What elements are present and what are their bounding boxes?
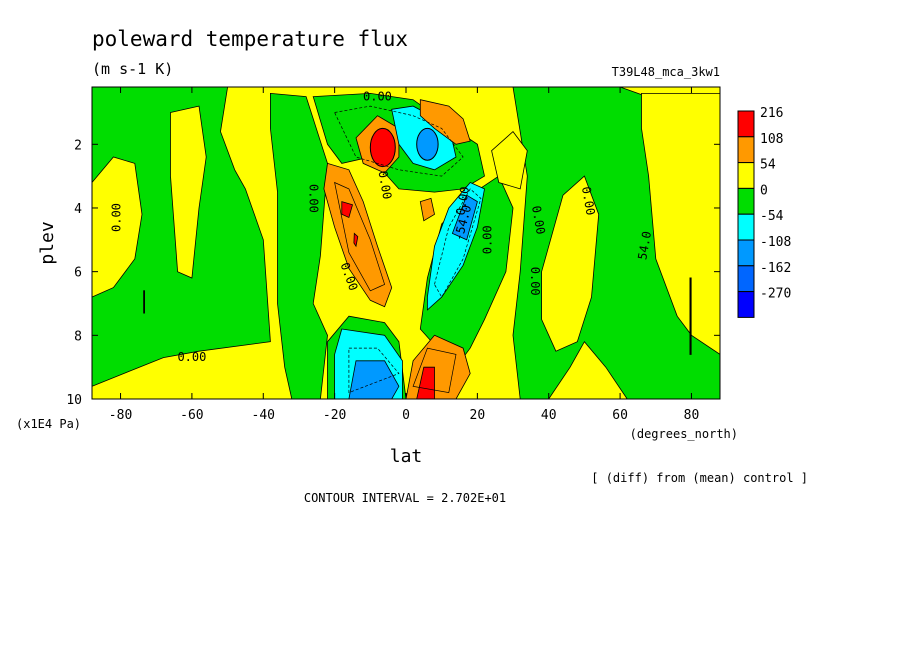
colorbar-swatch [737, 213, 755, 241]
contour-label: 0.00 [579, 185, 598, 216]
contour-label: 0.00 [376, 170, 395, 201]
region-negative-subtropics-sh [270, 92, 328, 399]
region-blue-nh-tilted [451, 194, 478, 241]
x-tick-label: -60 [180, 408, 203, 423]
x-tick-label: 80 [684, 408, 700, 423]
x-tick-label: 0 [402, 408, 410, 423]
contour-vertical-west [143, 290, 145, 314]
contour-label: 0.00 [110, 203, 124, 232]
contour-label: 0.00 [307, 184, 321, 213]
contour-label: 0.00 [528, 267, 542, 296]
chart-title: poleward temperature flux [92, 27, 408, 51]
x-tick-label: 40 [541, 408, 557, 423]
colorbar-label: 0 [760, 183, 768, 198]
plot-area [92, 87, 720, 399]
colorbar-swatch [737, 187, 755, 215]
colorbar-swatch [737, 136, 755, 164]
colorbar-label: -54 [760, 209, 784, 224]
region-orange-small [419, 197, 435, 222]
colorbar-label: 216 [760, 106, 783, 121]
contour-label: 0.00 [177, 350, 206, 364]
y-axis-label: plev [37, 221, 58, 264]
y-tick-label: 8 [74, 329, 82, 344]
contour-label: 0.00 [363, 89, 392, 103]
colorbar-label: 108 [760, 132, 783, 147]
colorbar-label: 54 [760, 158, 776, 173]
region-positive-north-pole [641, 93, 720, 355]
colorbar-label: -162 [760, 261, 791, 276]
contour-dashed-upper [334, 105, 464, 177]
region-blue-lower-sh [348, 360, 400, 399]
x-tick-label: -80 [109, 408, 132, 423]
contour-interval: CONTOUR INTERVAL = 2.702E+01 [304, 491, 506, 505]
contour-vertical-east [689, 277, 692, 355]
colorbar-swatch [737, 239, 755, 267]
region-positive-west-patch-2 [170, 105, 207, 279]
contour-label: 0.00 [529, 205, 548, 236]
region-positive-west-patch [92, 156, 143, 298]
y-axis-ticks: 2 4 6 8 10 [66, 138, 720, 408]
region-red-upper [369, 127, 396, 168]
field-regions [92, 87, 720, 399]
x-unit-label: (degrees_north) [630, 427, 738, 441]
region-red-lower-nh [416, 366, 435, 399]
footer-note: [ (diff) from (mean) control ] [591, 471, 808, 485]
x-axis-ticks: -80 -60 -40 -20 0 20 40 60 80 [109, 87, 699, 423]
region-orange-top [419, 99, 471, 145]
y-tick-label: 2 [74, 138, 82, 153]
y-tick-label: 6 [74, 266, 82, 281]
contour-solid-nh-lower [412, 347, 457, 394]
y-tick-label: 4 [74, 202, 82, 217]
contour-dashed-nh [434, 188, 482, 298]
y-tick-label: 10 [66, 393, 82, 408]
x-tick-label: -40 [252, 408, 275, 423]
run-label: T39L48_mca_3kw1 [612, 65, 720, 79]
x-tick-label: -20 [323, 408, 346, 423]
x-tick-label: 60 [612, 408, 628, 423]
colorbar-swatch [737, 162, 755, 189]
region-positive-nh-tongue [541, 175, 600, 352]
contour-dashed-sh-lower [348, 347, 400, 394]
colorbar: 216 108 54 0 -54 -108 -162 -270 [737, 106, 791, 318]
region-red-sh-2 [353, 232, 359, 248]
x-tick-label: 20 [470, 408, 486, 423]
contour-label: 0.00 [481, 225, 495, 254]
contour-label: 54.0 [635, 230, 654, 261]
chart-subtitle: (m s-1 K) [92, 60, 173, 78]
x-axis-label: lat [390, 446, 423, 467]
colorbar-swatch [737, 110, 755, 138]
y-unit-label: (x1E4 Pa) [16, 417, 81, 431]
colorbar-swatch [737, 265, 755, 293]
region-red-sh-1 [341, 201, 353, 219]
colorbar-label: -270 [760, 287, 791, 302]
colorbar-label: -108 [760, 235, 791, 250]
contour-lines [143, 105, 692, 394]
region-positive-near-north [491, 131, 528, 190]
region-orange-sh-tilted [323, 162, 393, 308]
contour-label: 0.00 [453, 185, 472, 216]
colorbar-swatch [737, 291, 755, 318]
contour-solid-sh-tilted [334, 181, 386, 292]
region-blue-upper [416, 127, 439, 161]
